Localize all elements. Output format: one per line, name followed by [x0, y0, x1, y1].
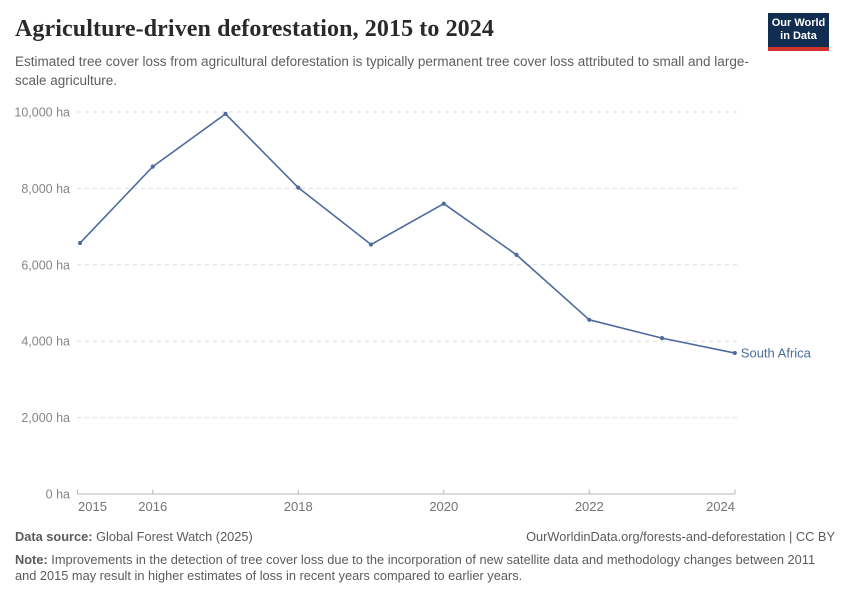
owid-logo: Our World in Data [768, 13, 829, 51]
note-label: Note: [15, 551, 48, 567]
data-point [732, 350, 737, 356]
x-tick-label: 2024 [706, 499, 735, 514]
data-point [77, 240, 83, 246]
x-tick-label: 2016 [138, 499, 167, 514]
chart-footer: Data source: Global Forest Watch (2025) … [15, 529, 835, 585]
chart-note: Note: Improvements in the detection of t… [15, 552, 835, 585]
y-tick-label: 0 ha [46, 488, 70, 502]
series-end-label: South Africa [741, 346, 812, 361]
data-point [587, 317, 592, 322]
chart-subtitle: Estimated tree cover loss from agricultu… [15, 54, 749, 88]
data-point [368, 242, 374, 247]
data-source-value: Global Forest Watch (2025) [96, 529, 253, 544]
owid-logo-text: Our World in Data [768, 13, 829, 47]
x-tick-label: 2015 [78, 499, 107, 514]
owid-link[interactable]: OurWorldinData.org/forests-and-deforesta… [526, 529, 835, 544]
page-title: Agriculture-driven deforestation, 2015 t… [15, 16, 494, 42]
note-text: Improvements in the detection of tree co… [15, 551, 816, 584]
y-tick-label: 4,000 ha [21, 335, 70, 349]
data-point [659, 336, 665, 341]
data-source-label: Data source: [15, 529, 93, 544]
data-point [441, 201, 446, 206]
x-tick-label: 2018 [284, 499, 313, 514]
x-tick-label: 2020 [429, 499, 458, 514]
y-tick-label: 2,000 ha [21, 411, 70, 425]
data-point [223, 111, 228, 117]
data-source: Data source: Global Forest Watch (2025) [15, 529, 253, 546]
series-line [79, 113, 736, 354]
y-tick-label: 10,000 ha [14, 106, 70, 120]
data-point [150, 164, 155, 169]
data-point [514, 252, 519, 257]
owid-logo-redbar [768, 46, 829, 51]
y-tick-label: 8,000 ha [21, 182, 70, 196]
x-tick-label: 2022 [575, 499, 604, 514]
data-point [296, 185, 301, 190]
y-tick-label: 6,000 ha [21, 258, 70, 272]
